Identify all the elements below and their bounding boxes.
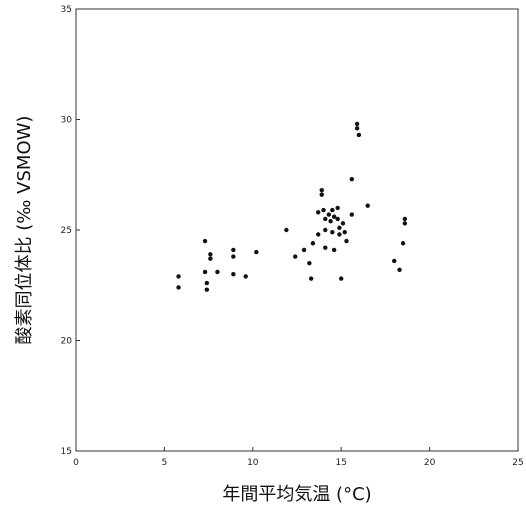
data-point — [392, 258, 397, 264]
data-point — [319, 192, 324, 197]
data-point — [323, 216, 328, 222]
y-axis-title: 酸素同位体比 (‰ VSMOW) — [14, 116, 35, 345]
data-point — [243, 274, 248, 279]
x-axis-ticks: 0 5 10 15 20 25 — [73, 447, 524, 468]
y-tick-label: 20 — [61, 337, 73, 347]
data-point — [354, 121, 360, 127]
data-point — [339, 276, 344, 281]
data-point — [321, 207, 326, 213]
data-point — [326, 212, 332, 217]
data-point — [301, 247, 307, 253]
data-point — [215, 269, 220, 275]
data-point — [202, 269, 208, 275]
data-point — [330, 230, 335, 235]
data-point — [337, 232, 342, 237]
y-tick-label: 15 — [61, 447, 72, 457]
x-tick-label: 20 — [424, 458, 436, 468]
data-point — [328, 218, 333, 224]
data-point — [365, 203, 370, 208]
y-tick-label: 25 — [61, 226, 72, 236]
data-point — [308, 276, 314, 281]
data-point — [349, 212, 355, 217]
x-tick-label: 5 — [162, 458, 168, 468]
data-point — [354, 126, 360, 131]
data-point — [402, 216, 408, 222]
y-tick-label: 35 — [61, 5, 72, 15]
data-point — [323, 227, 328, 233]
data-point — [254, 249, 259, 255]
data-point — [344, 238, 349, 244]
data-point — [331, 214, 337, 219]
data-point — [342, 230, 347, 235]
data-point — [208, 256, 213, 261]
data-point — [204, 287, 210, 292]
data-point — [231, 272, 236, 277]
x-tick-label: 25 — [512, 458, 523, 468]
data-point — [316, 210, 321, 215]
data-point — [319, 188, 324, 193]
data-point — [356, 132, 362, 138]
data-point — [284, 227, 289, 233]
data-point — [176, 274, 181, 279]
data-point — [331, 247, 337, 253]
x-axis-title: 年間平均気温 (°C) — [222, 484, 371, 505]
data-point — [176, 285, 181, 290]
data-point — [231, 254, 236, 259]
data-point — [310, 241, 316, 246]
data-point — [316, 232, 321, 237]
data-point — [208, 252, 213, 257]
data-point — [335, 205, 340, 211]
data-point — [340, 221, 346, 226]
x-tick-label: 0 — [73, 458, 79, 468]
plot-frame — [75, 8, 519, 452]
data-point — [330, 207, 335, 213]
x-tick-label: 15 — [335, 458, 346, 468]
data-point — [397, 267, 402, 272]
data-point — [204, 280, 210, 286]
data-point — [349, 176, 355, 182]
y-axis-ticks: 15 20 25 30 35 — [61, 5, 80, 457]
data-point — [293, 254, 298, 259]
data-point — [400, 241, 406, 246]
data-point — [307, 260, 312, 266]
data-point — [231, 247, 236, 253]
data-point — [335, 216, 340, 222]
data-point — [402, 221, 408, 226]
y-tick-label: 30 — [61, 116, 73, 126]
data-point — [337, 225, 342, 230]
data-point — [202, 238, 208, 244]
x-tick-label: 10 — [247, 458, 259, 468]
data-points — [176, 121, 408, 292]
data-point — [323, 245, 328, 250]
